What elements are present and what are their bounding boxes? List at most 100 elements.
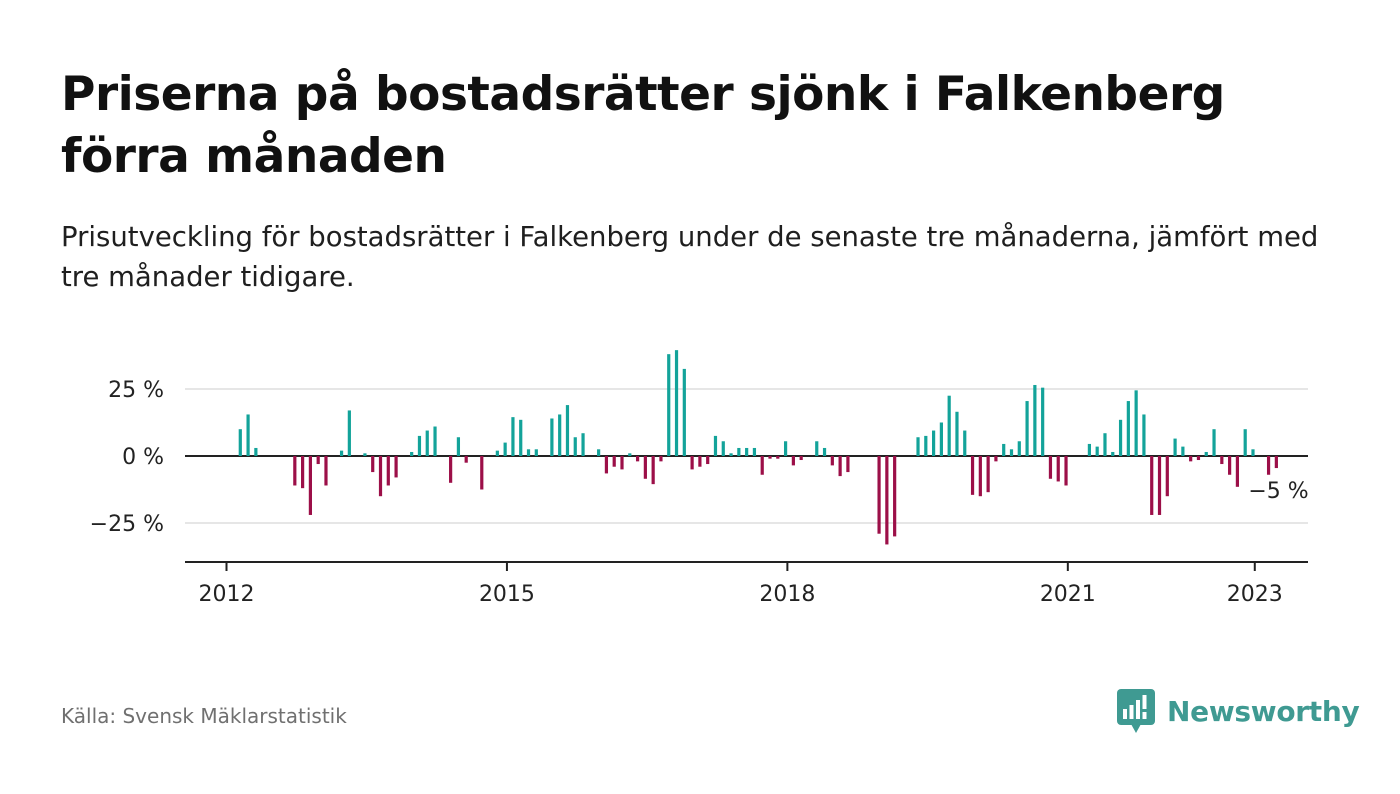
bar xyxy=(503,442,507,456)
bar xyxy=(1212,429,1216,456)
brand-logo[interactable]: Newsworthy xyxy=(1117,689,1360,733)
bar xyxy=(776,456,780,459)
bar xyxy=(1150,456,1154,515)
bar xyxy=(916,437,920,456)
bar xyxy=(698,456,702,467)
bar xyxy=(1095,446,1099,456)
x-tick-label: 2015 xyxy=(479,582,535,607)
bar xyxy=(1165,456,1169,497)
bar xyxy=(371,456,375,473)
bar xyxy=(1142,414,1146,456)
bar xyxy=(339,450,344,456)
bar xyxy=(612,456,616,467)
bar xyxy=(659,456,663,462)
x-tick-label: 2023 xyxy=(1227,582,1283,607)
x-axis xyxy=(185,561,1308,571)
bar xyxy=(651,456,655,485)
bar xyxy=(994,456,998,462)
bar xyxy=(1048,456,1053,479)
bar xyxy=(378,456,383,497)
bar xyxy=(1017,441,1021,456)
axis-labels: 25 % 0 % −25 % 2012 2015 2018 2021 2023 −5 % xyxy=(90,378,1309,607)
bar xyxy=(386,456,390,486)
bar xyxy=(1189,456,1193,462)
bar xyxy=(1204,451,1208,456)
bar xyxy=(760,456,764,475)
bar xyxy=(324,456,328,486)
bar xyxy=(1056,456,1060,482)
bar xyxy=(893,456,897,537)
bar xyxy=(1103,433,1107,456)
bar xyxy=(978,456,982,497)
bar xyxy=(682,368,686,456)
bar xyxy=(822,447,827,456)
bar xyxy=(947,395,951,456)
source-note: Källa: Svensk Mäklarstatistik xyxy=(61,704,347,728)
bar xyxy=(1041,387,1045,456)
bar xyxy=(1173,438,1177,456)
bar xyxy=(573,437,577,456)
bar xyxy=(1009,449,1014,456)
bar xyxy=(550,418,554,456)
bar xyxy=(737,447,741,456)
y-tick-label: 25 % xyxy=(108,378,164,403)
bar xyxy=(955,411,959,456)
bar xyxy=(1228,456,1232,475)
bar xyxy=(729,453,733,456)
bar xyxy=(308,456,312,515)
bar xyxy=(963,430,967,456)
bar xyxy=(597,449,601,456)
bar xyxy=(768,456,772,459)
bar xyxy=(581,433,585,456)
bar xyxy=(1064,456,1068,486)
bar xyxy=(752,447,757,456)
bar xyxy=(745,447,749,456)
bar xyxy=(1196,456,1201,461)
bar xyxy=(480,456,484,490)
bar xyxy=(1025,401,1029,456)
y-tick-label: −25 % xyxy=(90,512,164,537)
bar xyxy=(986,456,990,493)
bar xyxy=(838,456,842,477)
bar xyxy=(363,453,367,456)
bar xyxy=(433,426,437,456)
y-tick-label: 0 % xyxy=(122,445,164,470)
bar xyxy=(394,456,398,478)
bar xyxy=(449,456,453,483)
bar xyxy=(721,441,725,456)
bar xyxy=(885,456,889,545)
brand-name: Newsworthy xyxy=(1167,694,1360,728)
bar xyxy=(713,435,718,456)
bar xyxy=(1126,401,1130,456)
chart-subtitle: Prisutveckling för bostadsrätter i Falke… xyxy=(61,221,1319,293)
x-tick-label: 2018 xyxy=(759,582,815,607)
bar xyxy=(1220,456,1224,465)
bar xyxy=(410,451,414,456)
bar xyxy=(846,456,850,473)
bar xyxy=(425,430,429,456)
bar xyxy=(1002,443,1006,456)
bar xyxy=(565,405,570,456)
bar xyxy=(635,456,640,462)
bar xyxy=(1266,456,1271,475)
x-tick-label: 2012 xyxy=(199,582,255,607)
newsworthy-logo-icon xyxy=(1117,689,1155,733)
bar xyxy=(830,456,834,466)
bar xyxy=(628,453,632,456)
bar xyxy=(1274,456,1278,469)
bar xyxy=(1243,429,1247,456)
bar xyxy=(791,456,795,466)
bar xyxy=(464,456,468,463)
bar xyxy=(877,456,881,534)
bar xyxy=(301,456,305,489)
bar xyxy=(495,450,499,456)
bar xyxy=(246,414,250,456)
bar xyxy=(534,449,538,456)
x-tick-label: 2021 xyxy=(1040,582,1096,607)
bar xyxy=(293,456,297,486)
bar xyxy=(1181,446,1185,456)
bar xyxy=(316,456,320,465)
bar xyxy=(783,441,788,456)
bar xyxy=(1251,449,1255,456)
